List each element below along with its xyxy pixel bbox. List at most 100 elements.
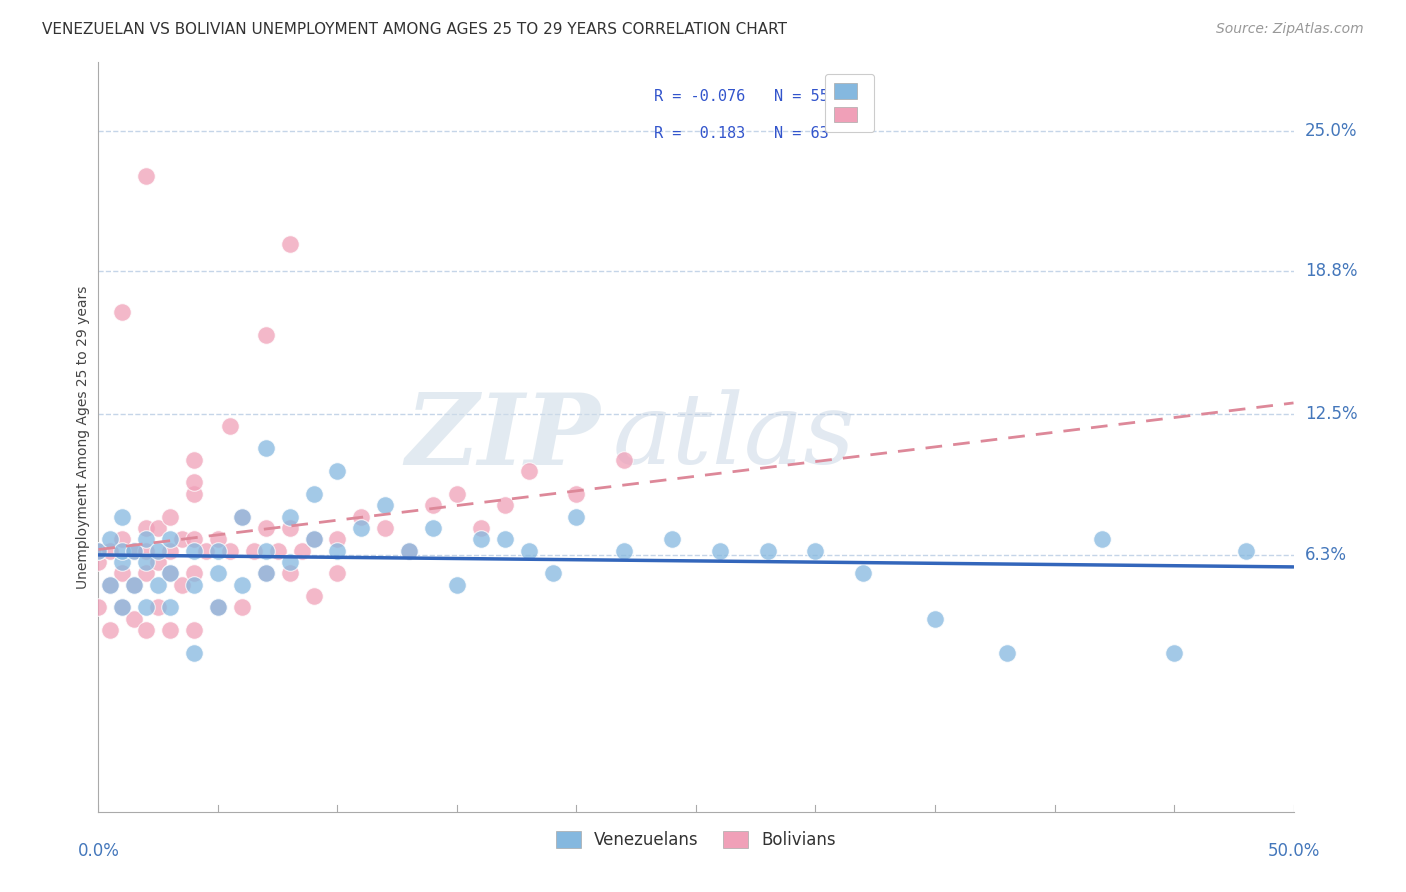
Point xyxy=(254,566,277,581)
Point xyxy=(183,533,205,547)
Point xyxy=(87,543,110,558)
Text: 18.8%: 18.8% xyxy=(1305,262,1357,280)
Point xyxy=(111,305,134,319)
Point xyxy=(494,533,516,547)
Point xyxy=(172,577,194,591)
Point xyxy=(183,623,205,637)
Point xyxy=(350,521,373,535)
Point xyxy=(374,521,396,535)
Point xyxy=(148,555,170,569)
Point xyxy=(207,533,229,547)
Point xyxy=(183,475,205,490)
Point xyxy=(852,566,875,581)
Point xyxy=(219,418,242,433)
Point xyxy=(613,452,636,467)
Point xyxy=(446,487,468,501)
Point xyxy=(111,509,134,524)
Point xyxy=(326,464,349,478)
Point xyxy=(254,327,277,342)
Text: 25.0%: 25.0% xyxy=(1305,121,1357,139)
Point xyxy=(517,464,540,478)
Text: Source: ZipAtlas.com: Source: ZipAtlas.com xyxy=(1216,22,1364,37)
Point xyxy=(326,543,349,558)
Point xyxy=(231,577,253,591)
Point xyxy=(470,521,492,535)
Point xyxy=(254,442,277,456)
Point xyxy=(183,452,205,467)
Point xyxy=(207,543,229,558)
Point xyxy=(1163,646,1185,660)
Point xyxy=(709,543,731,558)
Point xyxy=(254,566,277,581)
Point xyxy=(159,543,181,558)
Point xyxy=(326,533,349,547)
Point xyxy=(254,521,277,535)
Point xyxy=(159,509,181,524)
Point xyxy=(494,498,516,512)
Point xyxy=(183,577,205,591)
Point xyxy=(195,543,218,558)
Text: VENEZUELAN VS BOLIVIAN UNEMPLOYMENT AMONG AGES 25 TO 29 YEARS CORRELATION CHART: VENEZUELAN VS BOLIVIAN UNEMPLOYMENT AMON… xyxy=(42,22,787,37)
Point xyxy=(470,533,492,547)
Point xyxy=(995,646,1018,660)
Point xyxy=(326,566,349,581)
Point xyxy=(924,612,946,626)
Point xyxy=(207,566,229,581)
Point xyxy=(756,543,779,558)
Point xyxy=(254,543,277,558)
Point xyxy=(159,533,181,547)
Point xyxy=(87,555,110,569)
Point xyxy=(1234,543,1257,558)
Point xyxy=(87,543,110,558)
Text: R = -0.076: R = -0.076 xyxy=(654,88,745,103)
Point xyxy=(565,487,588,501)
Point xyxy=(422,521,444,535)
Point xyxy=(135,566,157,581)
Point xyxy=(613,543,636,558)
Text: 6.3%: 6.3% xyxy=(1305,546,1347,564)
Point xyxy=(124,543,146,558)
Point xyxy=(183,543,205,558)
Point xyxy=(219,543,242,558)
Point xyxy=(98,577,122,591)
Point xyxy=(278,237,301,252)
Point xyxy=(291,543,314,558)
Point xyxy=(183,566,205,581)
Point xyxy=(398,543,420,558)
Text: ZIP: ZIP xyxy=(405,389,600,485)
Point xyxy=(446,577,468,591)
Point xyxy=(278,521,301,535)
Point xyxy=(98,577,122,591)
Point xyxy=(98,533,122,547)
Point xyxy=(148,600,170,615)
Point xyxy=(148,577,170,591)
Point xyxy=(172,533,194,547)
Point xyxy=(124,577,146,591)
Point xyxy=(350,509,373,524)
Text: 0.0%: 0.0% xyxy=(77,842,120,860)
Point xyxy=(302,589,325,603)
Legend: Venezuelans, Bolivians: Venezuelans, Bolivians xyxy=(548,824,844,855)
Point xyxy=(124,612,146,626)
Point xyxy=(231,509,253,524)
Point xyxy=(135,169,157,183)
Point xyxy=(148,543,170,558)
Point xyxy=(111,533,134,547)
Text: 12.5%: 12.5% xyxy=(1305,405,1357,424)
Point xyxy=(87,600,110,615)
Point xyxy=(148,521,170,535)
Point xyxy=(135,521,157,535)
Text: R =  0.183: R = 0.183 xyxy=(654,126,745,141)
Point xyxy=(422,498,444,512)
Point xyxy=(207,600,229,615)
Point xyxy=(541,566,564,581)
Point xyxy=(231,509,253,524)
Point xyxy=(302,487,325,501)
Point xyxy=(111,600,134,615)
Point xyxy=(124,543,146,558)
Point xyxy=(243,543,266,558)
Point xyxy=(135,623,157,637)
Point xyxy=(278,555,301,569)
Point xyxy=(159,566,181,581)
Text: atlas: atlas xyxy=(613,390,855,484)
